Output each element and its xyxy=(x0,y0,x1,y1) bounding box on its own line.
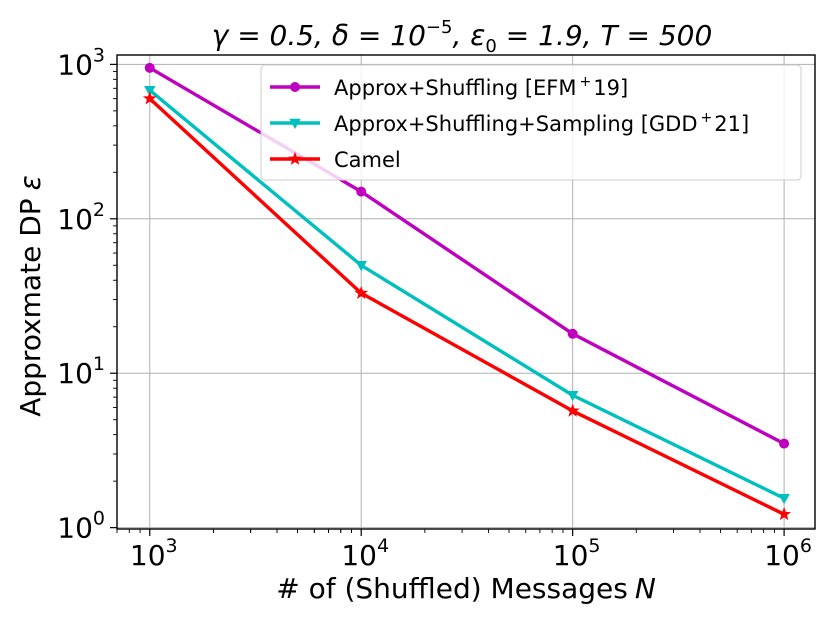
data-point xyxy=(144,62,155,73)
x-tick-label-base: 10 xyxy=(341,539,377,572)
legend-label: Approx+Shuffling [EFM +19] xyxy=(334,74,628,100)
y-tick-label-exp: 2 xyxy=(93,199,105,221)
x-tick-label-exp: 6 xyxy=(800,535,812,557)
y-tick-label-base: 10 xyxy=(57,203,93,236)
legend-entry: Approx+Shuffling [EFM +19] xyxy=(270,74,628,100)
x-tick-label-exp: 4 xyxy=(377,535,389,557)
legend-entry: Approx+Shuffling+Sampling [GDD +21] xyxy=(270,110,749,136)
y-tick-label-base: 10 xyxy=(57,357,93,390)
x-tick-label: 106 xyxy=(764,535,812,572)
data-point xyxy=(566,391,579,402)
title-eps: , ε xyxy=(452,19,485,52)
y-tick-label-exp: 3 xyxy=(93,44,105,66)
series-layer xyxy=(142,62,791,521)
x-axis-label-var: N xyxy=(635,572,656,605)
series-1 xyxy=(144,62,790,449)
x-tick-label-base: 10 xyxy=(764,539,800,572)
x-tick-label-exp: 3 xyxy=(166,535,178,557)
y-axis-label: Approxmate DP ε xyxy=(14,175,47,417)
series-line xyxy=(148,66,785,446)
legend-label-end: 19] xyxy=(593,76,628,100)
y-axis-label-text: Approxmate DP xyxy=(14,198,47,416)
y-tick-label-exp: 0 xyxy=(93,508,105,530)
legend-entry: Camel xyxy=(270,148,401,172)
data-point xyxy=(354,285,369,300)
x-tick-label-exp: 5 xyxy=(588,535,600,557)
data-point xyxy=(565,403,580,417)
data-point xyxy=(778,494,790,505)
x-tick-label: 104 xyxy=(341,535,389,572)
legend-label-main: Camel xyxy=(334,148,401,172)
legend-label-end: 21] xyxy=(714,112,749,136)
data-point xyxy=(777,507,791,521)
title-rest: = 1.9, T = 500 xyxy=(497,19,712,52)
x-tick-label: 105 xyxy=(553,535,601,572)
legend: Approx+Shuffling [EFM +19]Approx+Shufflin… xyxy=(260,64,802,181)
series-line xyxy=(148,97,785,516)
y-axis-label-var: ε xyxy=(14,175,47,190)
plot-frame xyxy=(116,54,816,530)
series-line xyxy=(148,88,785,500)
title-gamma: γ = 0.5, xyxy=(212,19,332,52)
legend-label-sup: + xyxy=(701,110,713,126)
y-tick-label-base: 10 xyxy=(57,48,93,81)
legend-swatch-marker xyxy=(288,151,302,165)
x-axis-label: # of (Shuffled) Messages N xyxy=(276,572,656,605)
data-point xyxy=(779,438,790,449)
legend-label-main: Approx+Shuffling [EFM xyxy=(334,76,576,100)
legend-box xyxy=(260,64,802,181)
data-point xyxy=(144,85,156,97)
legend-label-main: Approx+Shuffling+Sampling [GDD xyxy=(334,112,698,136)
series-3 xyxy=(142,91,791,521)
legend-label-sup: + xyxy=(579,74,591,90)
y-tick-label: 101 xyxy=(57,353,105,390)
data-point xyxy=(355,261,367,272)
data-point xyxy=(356,186,367,197)
title-eps-sub: 0 xyxy=(485,36,496,57)
y-tick-label-exp: 1 xyxy=(93,353,105,375)
title-delta-exp: −5 xyxy=(426,17,453,38)
y-tick-label: 102 xyxy=(57,199,105,236)
y-tick-label: 103 xyxy=(57,44,105,81)
legend-label: Camel xyxy=(334,148,401,172)
x-tick-label-base: 10 xyxy=(130,539,166,572)
legend-label: Approx+Shuffling+Sampling [GDD +21] xyxy=(334,110,749,136)
legend-swatch-marker xyxy=(289,118,301,129)
y-tick-label: 100 xyxy=(57,508,105,545)
title-delta: δ = 10 xyxy=(332,19,426,52)
series-2 xyxy=(144,85,790,505)
data-point xyxy=(142,91,157,105)
data-point xyxy=(567,328,578,339)
x-tick-label: 103 xyxy=(130,535,178,572)
legend-swatch-marker xyxy=(290,82,300,92)
chart-title: γ = 0.5, δ = 10−5, ε0 = 1.9, T = 500 xyxy=(212,17,713,57)
x-tick-label-base: 10 xyxy=(553,539,589,572)
x-axis-label-text: # of (Shuffled) Messages xyxy=(276,572,628,605)
y-tick-label-base: 10 xyxy=(57,512,93,545)
